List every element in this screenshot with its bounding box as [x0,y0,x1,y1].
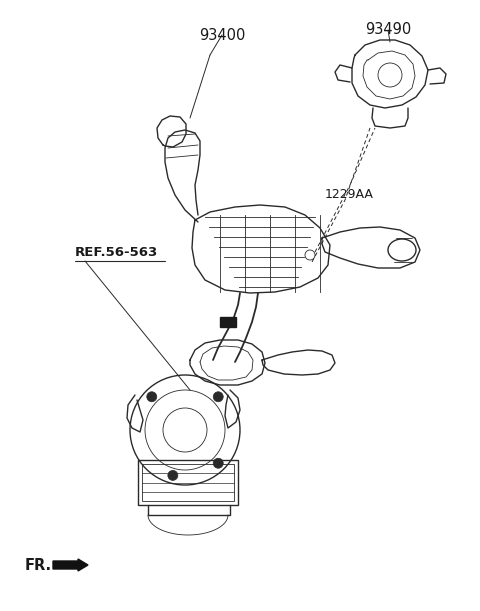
Circle shape [213,392,223,402]
Text: 93490: 93490 [365,22,411,37]
Text: 1229AA: 1229AA [325,189,374,202]
Circle shape [147,392,157,402]
Circle shape [168,470,178,480]
Bar [220,317,236,327]
Text: 93400: 93400 [199,28,245,43]
Text: FR.: FR. [25,557,52,573]
Circle shape [213,458,223,468]
Bar [138,460,238,505]
Text: REF.56-563: REF.56-563 [75,246,158,258]
Bar [142,464,234,501]
FancyArrow shape [53,559,88,571]
